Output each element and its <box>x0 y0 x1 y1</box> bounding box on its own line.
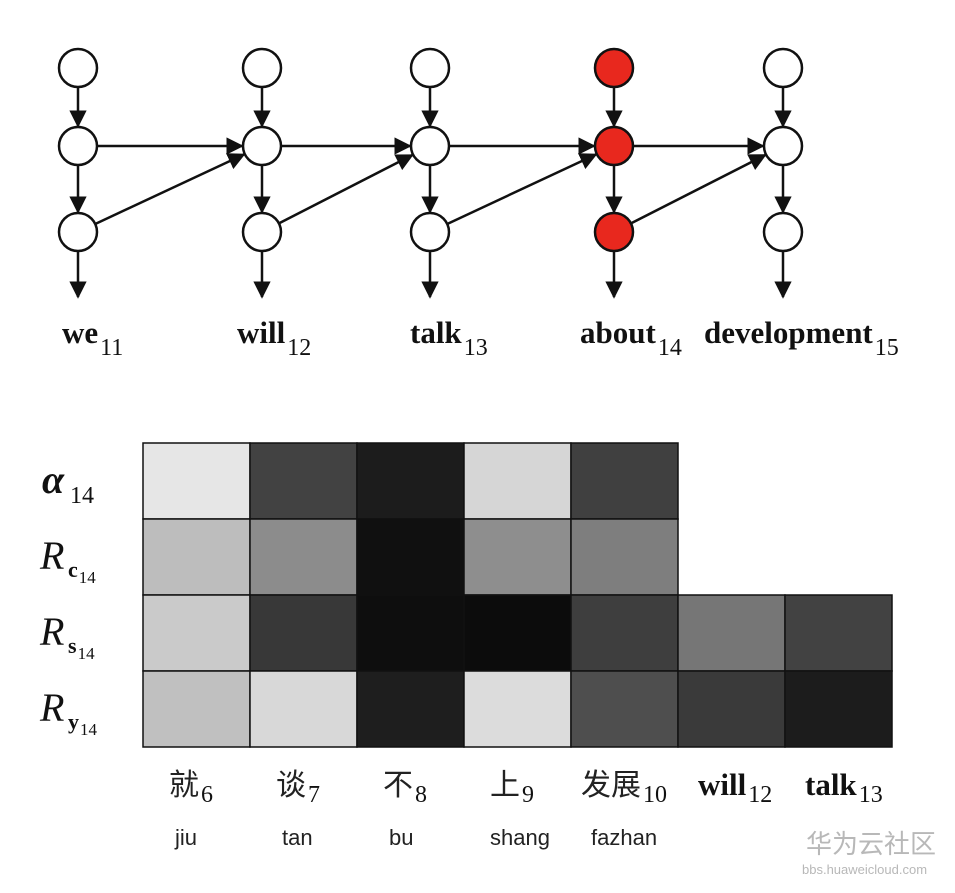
heatmap-cell <box>249 518 358 596</box>
watermark: 华为云社区 bbs.huaweicloud.com <box>802 830 936 877</box>
heatmap-cell <box>356 594 465 672</box>
heatmap-cell <box>356 442 465 520</box>
column-index: 12 <box>748 782 772 808</box>
column-label: talk <box>805 767 857 802</box>
rnn-node <box>762 47 804 89</box>
column-index: 6 <box>201 782 213 808</box>
heatmap-cell <box>142 670 251 748</box>
watermark-url: bbs.huaweicloud.com <box>802 862 927 877</box>
rnn-node <box>409 125 451 167</box>
column-label: 不 <box>383 768 413 803</box>
rnn-node <box>593 47 635 89</box>
column-label: 上 <box>490 768 520 803</box>
word-index: 15 <box>875 335 899 361</box>
heatmap-cell <box>249 670 358 748</box>
column-index: 9 <box>522 782 534 808</box>
row-index: 14 <box>78 644 96 663</box>
heatmap-cell <box>142 442 251 520</box>
column-index: 7 <box>308 782 320 808</box>
rnn-node <box>593 125 635 167</box>
word-index: 13 <box>464 335 488 361</box>
word-index: 14 <box>658 335 682 361</box>
row-subscript: c <box>68 557 78 582</box>
word-label: about <box>580 315 656 350</box>
rnn-node <box>762 211 804 253</box>
diagonal-arrow <box>94 153 246 226</box>
row-subscript: s <box>68 633 77 658</box>
row-index: 14 <box>70 483 94 509</box>
column-label: 发展 <box>581 768 641 803</box>
heatmap-cell <box>142 518 251 596</box>
heatmap-cell <box>249 594 358 672</box>
word-label: development <box>704 315 873 350</box>
row-label: R <box>39 533 64 578</box>
word-index: 11 <box>100 335 123 361</box>
column-pinyin: bu <box>389 825 413 850</box>
heatmap-cell <box>677 670 786 748</box>
heatmap-cell <box>784 670 893 748</box>
column-pinyin: shang <box>490 825 550 850</box>
row-label: R <box>39 609 64 654</box>
column-label: 谈 <box>276 768 306 803</box>
word-label: talk <box>410 315 462 350</box>
heatmap-cell <box>677 594 786 672</box>
rnn-node <box>762 125 804 167</box>
watermark-title: 华为云社区 <box>806 830 936 860</box>
row-label: R <box>39 685 64 730</box>
heatmap-cell <box>463 670 572 748</box>
heatmap-cell <box>356 670 465 748</box>
word-label: we <box>62 315 98 350</box>
column-index: 13 <box>859 782 883 808</box>
column-pinyin: fazhan <box>591 825 657 850</box>
rnn-node <box>57 47 99 89</box>
heatmap-cell <box>142 594 251 672</box>
heatmap-cell <box>570 670 679 748</box>
word-index: 12 <box>287 335 311 361</box>
diagonal-arrow <box>630 153 767 225</box>
diagonal-arrow <box>446 153 598 226</box>
heatmap-cell <box>570 442 679 520</box>
heatmap-cell <box>570 594 679 672</box>
heatmap-cell <box>570 518 679 596</box>
column-pinyin: jiu <box>174 825 197 850</box>
heatmap-cell <box>356 518 465 596</box>
row-label: α <box>42 457 65 502</box>
rnn-node <box>409 47 451 89</box>
column-index: 8 <box>415 782 427 808</box>
diagonal-arrow <box>278 154 414 225</box>
heatmap-cell <box>463 594 572 672</box>
heatmap-cell <box>463 518 572 596</box>
word-label: will <box>237 315 286 350</box>
rnn-node <box>241 47 283 89</box>
rnn-node <box>593 211 635 253</box>
column-label: 就 <box>169 768 199 803</box>
rnn-node <box>57 211 99 253</box>
heatmap-cell <box>249 442 358 520</box>
heatmap-cell <box>784 594 893 672</box>
heatmap-cell <box>463 442 572 520</box>
rnn-node <box>409 211 451 253</box>
column-label: will <box>698 767 747 802</box>
rnn-node <box>241 211 283 253</box>
rnn-network: we 11 will 12 talk 13 about 14 development 15 <box>57 47 899 361</box>
row-index: 14 <box>79 568 97 587</box>
row-subscript: y <box>68 709 79 734</box>
column-pinyin: tan <box>282 825 313 850</box>
rnn-node <box>57 125 99 167</box>
row-index: 14 <box>80 720 98 739</box>
column-index: 10 <box>643 782 667 808</box>
rnn-node <box>241 125 283 167</box>
